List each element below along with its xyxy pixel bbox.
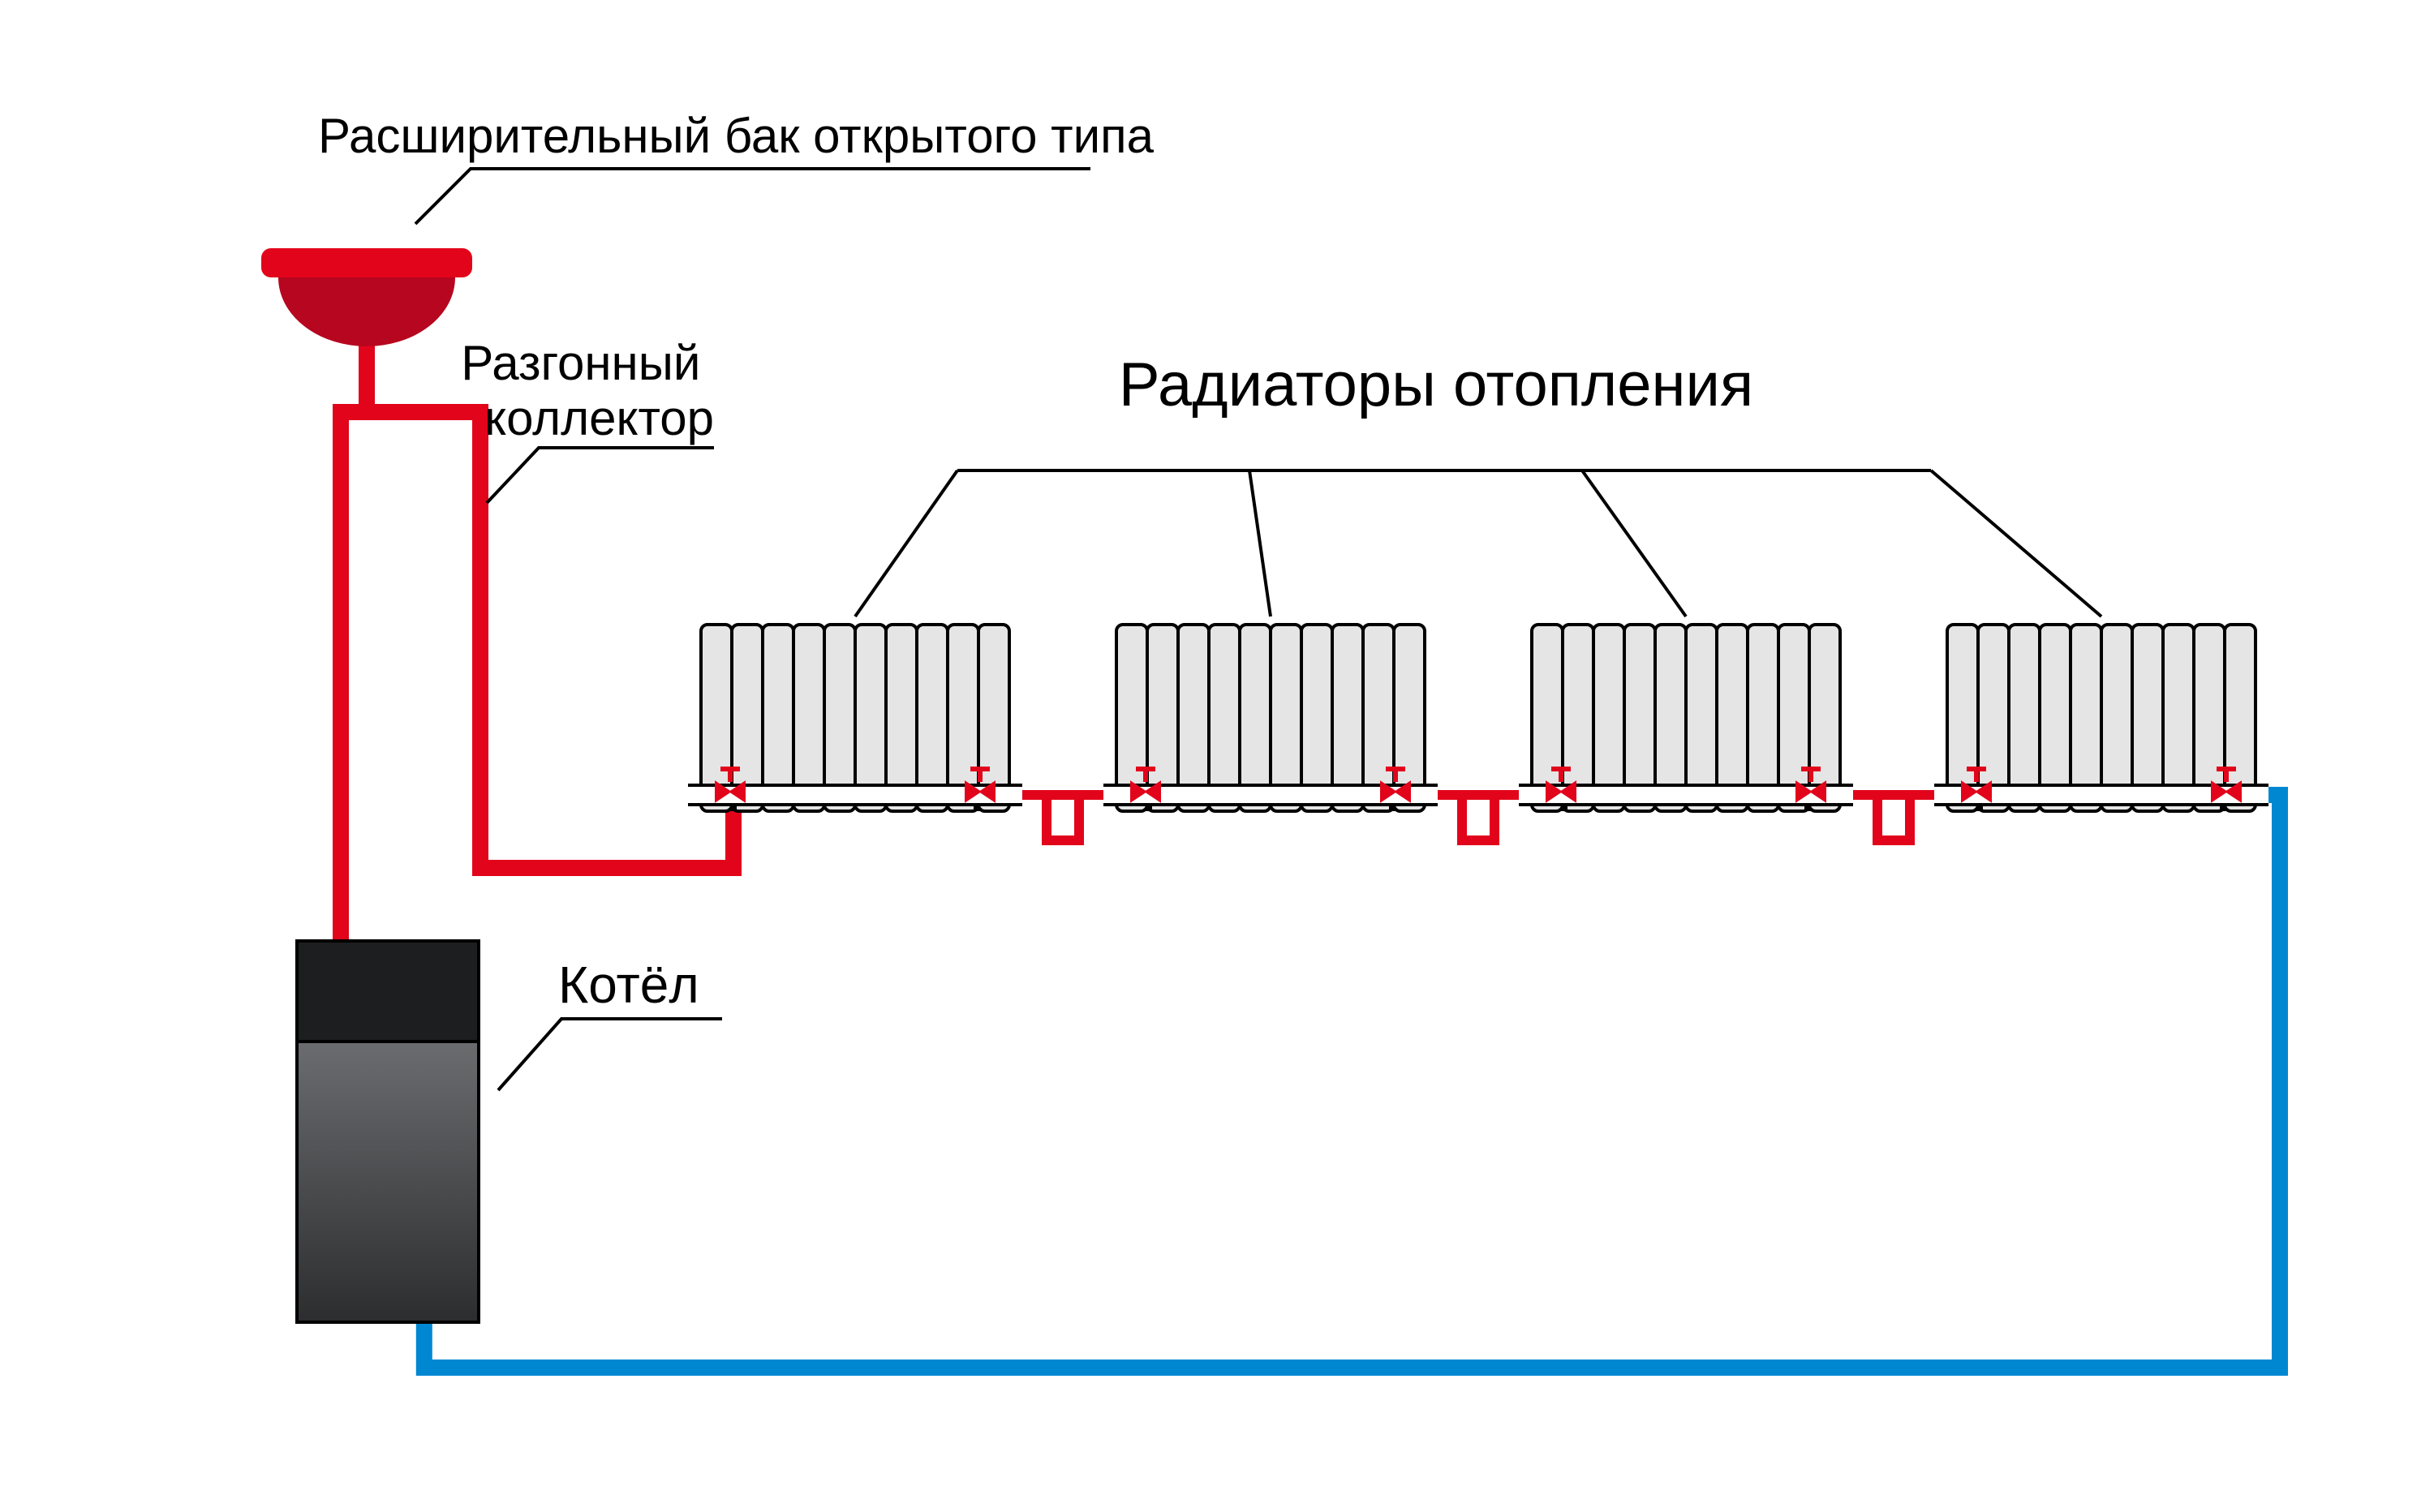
- riser-collector-label: Разгонный коллектор: [461, 336, 714, 445]
- radiator: [1947, 625, 2256, 811]
- cold-return-pipe: [424, 795, 2288, 1368]
- boiler: [297, 941, 479, 1322]
- radiator: [701, 625, 1009, 811]
- heating-system-diagram: Расширительный бак открытого типа Разгон…: [0, 0, 2434, 1512]
- radiators-group: [688, 625, 2268, 811]
- expansion-tank: [261, 248, 472, 346]
- boiler-label: Котёл: [558, 956, 699, 1014]
- radiators-title-label: Радиаторы отопления: [1119, 350, 1753, 419]
- radiator: [1116, 625, 1425, 811]
- expansion-tank-label: Расширительный бак открытого типа: [318, 109, 1155, 163]
- radiator: [1532, 625, 1840, 811]
